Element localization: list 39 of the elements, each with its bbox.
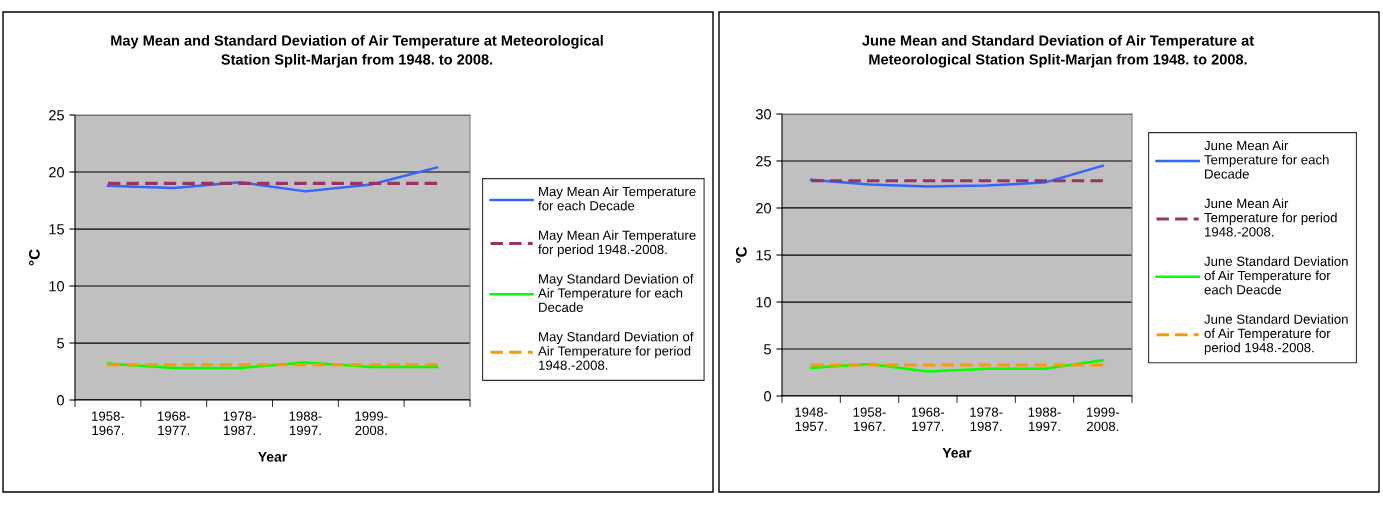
y-tick-label: 5	[57, 338, 64, 349]
legend-label: May Mean Air Temperature for each Decade	[538, 186, 696, 211]
x-tick-label: 1968-1977.	[911, 407, 945, 432]
x-tick-label: 1968-1977.	[157, 411, 191, 436]
legend-label: May Mean Air Temperature for period 1948.-2008.	[538, 230, 696, 257]
y-tick-label: 30	[755, 109, 772, 120]
y-tick-label: 5	[764, 344, 771, 355]
legend-label: June Mean Air Temperature for each Decade	[1204, 140, 1329, 179]
x-tick-label: 1958-1967.	[853, 407, 886, 432]
x-tick-label: 1999-2008.	[1086, 407, 1120, 432]
y-axis-title: °C	[735, 246, 747, 263]
x-tick-label: 1948-1957.	[795, 407, 828, 432]
chart-title: June Mean and Standard Deviation of Air Temperature at Meteorological Station Split-Marjan from 1948. to 2008.	[862, 35, 1254, 68]
y-axis-title: °C	[28, 249, 40, 266]
x-tick-label: 1988-1997.	[289, 411, 322, 436]
legend-label: June Standard Deviation of Air Temperature for period 1948.-2008.	[1204, 314, 1348, 355]
line-series	[809, 164, 1105, 188]
legend-label: June Mean Air Temperature for period 1948.-2008.	[1204, 198, 1337, 237]
y-tick-label: 25	[49, 110, 64, 121]
chart-title: May Mean and Standard Deviation of Air Temperature at Meteorological Station Split-Marjan from 1948. to 2008.	[111, 35, 603, 68]
legend-label: May Standard Deviation of Air Temperature for period 1948.-2008.	[538, 331, 694, 370]
x-tick-label: 1958-1967.	[92, 411, 125, 436]
y-tick-label: 25	[756, 156, 771, 167]
y-tick-label: 15	[49, 224, 64, 235]
x-tick-label: 1988-1997.	[1028, 407, 1061, 432]
y-tick-label: 20	[49, 167, 65, 178]
x-tick-label: 1999-2008.	[355, 411, 388, 436]
y-tick-label: 0	[57, 395, 65, 406]
y-tick-label: 10	[49, 281, 65, 292]
legend-label: May Standard Deviation of Air Temperature for each Decade	[538, 273, 694, 312]
y-tick-label: 10	[756, 297, 772, 308]
x-tick-label: 1978-1987.	[970, 407, 1003, 432]
x-tick-label: 1978-1987.	[223, 411, 256, 436]
x-axis-title: Year	[942, 448, 972, 458]
y-tick-label: 0	[764, 391, 772, 402]
x-axis-title: Year	[258, 452, 287, 462]
y-tick-label: 20	[756, 203, 772, 214]
y-tick-label: 15	[756, 250, 771, 261]
legend-label: June Standard Deviation of Air Temperature for each Deacde	[1204, 256, 1348, 295]
